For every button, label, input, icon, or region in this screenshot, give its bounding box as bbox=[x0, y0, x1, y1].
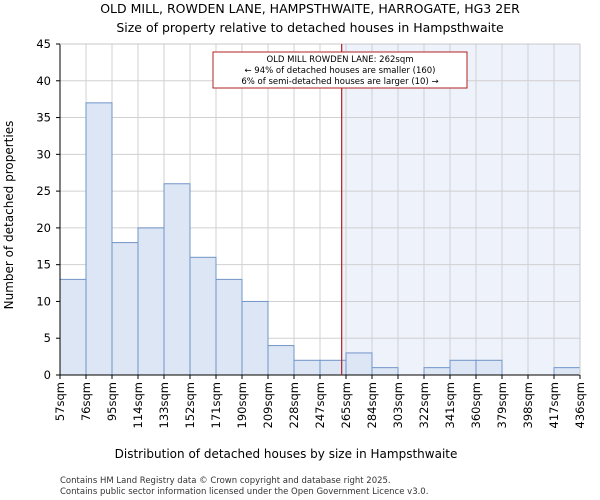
y-ticks: 0 5 10 15 20 25 30 35 40 45 bbox=[36, 37, 60, 382]
footer-line-2: Contains public sector information licen… bbox=[60, 487, 428, 497]
y-tick-label-40: 40 bbox=[36, 74, 51, 88]
bar-341sqm bbox=[449, 359, 477, 376]
bar-95sqm bbox=[111, 242, 139, 376]
annotation-line-2: ← 94% of detached houses are smaller (16… bbox=[244, 66, 435, 76]
x-tick-label-133sqm: 133sqm bbox=[157, 382, 171, 428]
bar-322sqm bbox=[423, 367, 451, 376]
x-tick-label-190sqm: 190sqm bbox=[235, 382, 249, 428]
bar-152sqm bbox=[189, 256, 217, 376]
x-axis-label: Distribution of detached houses by size … bbox=[115, 447, 458, 461]
bar-284sqm bbox=[371, 367, 399, 376]
x-tick-label-417sqm: 417sqm bbox=[547, 382, 561, 428]
y-tick-label-10: 10 bbox=[36, 294, 51, 308]
bar-209sqm bbox=[267, 345, 295, 376]
x-tick-label-114sqm: 114sqm bbox=[131, 382, 145, 428]
x-tick-label-322sqm: 322sqm bbox=[417, 382, 431, 428]
annotation-box: OLD MILL ROWDEN LANE: 262sqm ← 94% of de… bbox=[212, 51, 468, 89]
x-tick-label-76sqm: 76sqm bbox=[79, 382, 93, 421]
y-tick-label-25: 25 bbox=[36, 184, 51, 198]
x-ticks: 57sqm 76sqm 95sqm 114sqm 133sqm 152sqm 171sqm 1… bbox=[53, 375, 587, 428]
x-tick-label-284sqm: 284sqm bbox=[365, 382, 379, 428]
bar-417sqm bbox=[553, 367, 581, 376]
highlight-region bbox=[341, 44, 580, 375]
annotation-line-1: OLD MILL ROWDEN LANE: 262sqm bbox=[266, 55, 413, 65]
y-tick-label-20: 20 bbox=[36, 221, 51, 235]
bar-190sqm bbox=[241, 300, 269, 376]
y-tick-label-35: 35 bbox=[36, 111, 51, 125]
highlight-layer bbox=[341, 44, 580, 375]
x-tick-label-398sqm: 398sqm bbox=[521, 382, 535, 428]
chart-title: OLD MILL, ROWDEN LANE, HAMPSTHWAITE, HAR… bbox=[100, 1, 520, 16]
y-tick-label-15: 15 bbox=[36, 258, 51, 272]
bar-114sqm bbox=[137, 227, 165, 376]
y-axis-label: Number of detached properties bbox=[2, 121, 16, 310]
x-tick-label-171sqm: 171sqm bbox=[209, 382, 223, 428]
annotation-line-3: 6% of semi-detached houses are larger (1… bbox=[241, 77, 438, 87]
x-tick-label-228sqm: 228sqm bbox=[287, 382, 301, 428]
y-tick-label-5: 5 bbox=[44, 331, 51, 345]
x-tick-label-303sqm: 303sqm bbox=[391, 382, 405, 428]
footer-line-1: Contains HM Land Registry data © Crown c… bbox=[60, 476, 391, 486]
x-tick-label-95sqm: 95sqm bbox=[105, 382, 119, 421]
x-tick-label-209sqm: 209sqm bbox=[261, 382, 275, 428]
bars-layer bbox=[59, 102, 581, 376]
bar-228sqm bbox=[293, 359, 321, 376]
y-tick-label-0: 0 bbox=[44, 368, 51, 382]
x-tick-label-436sqm: 436sqm bbox=[573, 382, 587, 428]
y-tick-label-45: 45 bbox=[36, 37, 51, 51]
x-tick-label-341sqm: 341sqm bbox=[443, 382, 457, 428]
x-tick-label-57sqm: 57sqm bbox=[53, 382, 67, 421]
x-tick-label-379sqm: 379sqm bbox=[495, 382, 509, 428]
bar-265sqm bbox=[345, 352, 373, 376]
x-tick-label-247sqm: 247sqm bbox=[313, 382, 327, 428]
bar-171sqm bbox=[215, 278, 243, 376]
bar-360sqm bbox=[475, 359, 503, 376]
bar-133sqm bbox=[163, 183, 191, 376]
bar-57sqm bbox=[59, 278, 87, 376]
bar-76sqm bbox=[85, 102, 113, 376]
x-tick-label-152sqm: 152sqm bbox=[183, 382, 197, 428]
x-tick-label-360sqm: 360sqm bbox=[469, 382, 483, 428]
y-tick-label-30: 30 bbox=[36, 147, 51, 161]
annotation-frame bbox=[212, 51, 468, 89]
chart-subtitle: Size of property relative to detached ho… bbox=[116, 20, 504, 35]
x-tick-label-265sqm: 265sqm bbox=[339, 382, 353, 428]
